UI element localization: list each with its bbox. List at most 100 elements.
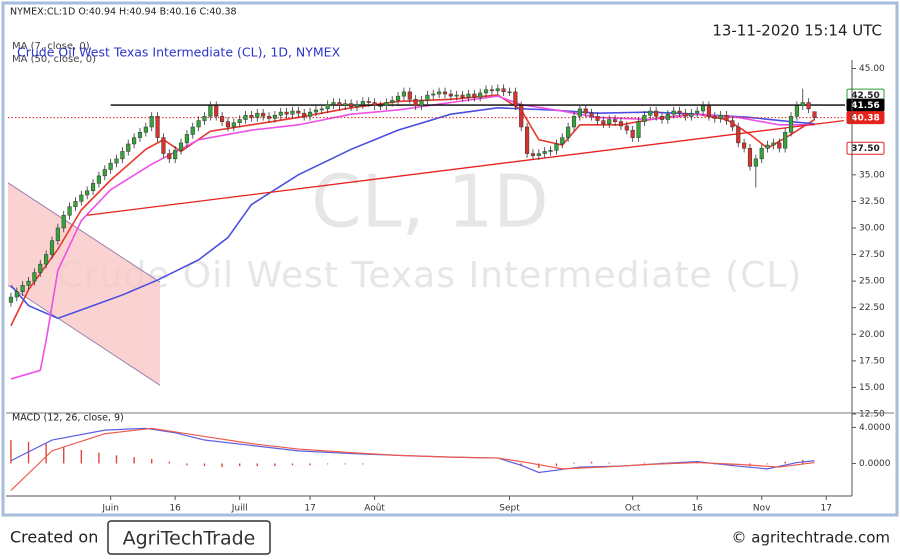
candle-body <box>49 240 55 255</box>
candle-body <box>747 147 753 167</box>
candle-body <box>390 100 395 103</box>
x-tick-label: Oct <box>625 504 641 514</box>
candle-body <box>343 103 348 106</box>
price-badge <box>846 111 885 125</box>
candle-body <box>220 116 225 122</box>
candle-body <box>143 126 148 133</box>
candle-body <box>724 115 729 121</box>
candle-body <box>601 120 606 125</box>
candle-body <box>777 142 782 149</box>
y-tick-label: 12.50 <box>859 410 885 420</box>
candle-body <box>536 153 541 156</box>
candle-body <box>366 101 371 103</box>
candle-body <box>495 88 500 92</box>
candle-body <box>519 105 524 128</box>
candle-body <box>137 132 143 138</box>
candle-body <box>736 126 741 144</box>
y-tick-label: 0.0000 <box>859 459 891 469</box>
x-tick-label: Juill <box>231 504 248 514</box>
y-tick-label: 4.0000 <box>859 423 891 433</box>
candle-body <box>173 150 178 160</box>
y-tick-label: 32.50 <box>859 197 885 207</box>
candle-body <box>319 108 324 111</box>
x-tick-label: 17 <box>821 504 832 514</box>
candle-body <box>583 108 588 114</box>
candle-body <box>313 109 319 113</box>
candle-body <box>712 116 717 119</box>
candle-body <box>114 158 119 164</box>
candle-body <box>73 201 78 207</box>
candle-body <box>759 147 764 160</box>
candle-body <box>571 116 577 128</box>
candle-body <box>108 162 113 170</box>
candle-body <box>237 119 242 123</box>
candle-body <box>542 151 547 154</box>
candle-body <box>419 100 424 106</box>
candle-body <box>401 91 406 97</box>
candle-body <box>149 116 154 128</box>
candle-body <box>554 143 559 151</box>
candle-body <box>325 104 330 110</box>
instrument-title: Crude Oil West Texas Intermediate (CL), … <box>17 45 341 60</box>
candle-body <box>308 111 313 117</box>
channel-edge <box>7 284 161 386</box>
candle-body <box>278 111 283 116</box>
plot-area: 45.0042.5040.0037.5035.0032.5030.0027.50… <box>7 64 891 514</box>
candle-body <box>261 112 266 117</box>
x-tick-label: Sept <box>499 504 520 514</box>
candle-body <box>689 112 694 117</box>
candle-body <box>507 91 512 93</box>
candle-body <box>249 115 254 118</box>
candle-body <box>167 153 172 160</box>
y-tick-label: 25.00 <box>859 277 885 287</box>
candle-body <box>589 112 594 117</box>
created-on: Created on <box>10 528 98 547</box>
candle-body <box>642 115 647 122</box>
candle-body <box>208 105 213 117</box>
candle-body <box>489 89 494 92</box>
candle-body <box>525 126 530 154</box>
candle-body <box>272 115 277 119</box>
candle-body <box>67 206 72 216</box>
candle-body <box>90 183 96 192</box>
candle-body <box>55 227 60 241</box>
candle-body <box>806 102 811 110</box>
candle-body <box>648 110 653 116</box>
price-badge-label: 37.50 <box>851 144 879 154</box>
candle-body <box>659 116 665 120</box>
watermark-name: Crude Oil West Texas Intermediate (CL) <box>58 255 803 296</box>
candle-body <box>196 120 201 128</box>
candle-body <box>407 91 412 100</box>
quote: NYMEX:CL:1D O:40.94 H:40.94 B:40.16 C:40… <box>10 7 237 18</box>
candle-body <box>671 110 676 115</box>
candle-body <box>378 105 383 107</box>
candle-body <box>290 110 295 115</box>
candle-body <box>255 112 260 118</box>
candle-body <box>654 110 659 117</box>
candle-body <box>384 102 389 106</box>
candle-body <box>302 112 307 117</box>
candle-body <box>530 153 536 156</box>
candle-body <box>765 144 770 149</box>
x-tick-label: 16 <box>691 504 703 514</box>
x-tick-label: 17 <box>304 504 315 514</box>
y-tick-label: 35.00 <box>859 170 885 180</box>
y-tick-label: 20.00 <box>859 330 885 340</box>
candle-body <box>665 113 670 120</box>
x-tick-label: 16 <box>169 504 181 514</box>
candle-body <box>337 102 342 106</box>
candle-body <box>460 94 465 98</box>
candle-body <box>44 254 49 265</box>
candle-body <box>61 214 66 229</box>
candle-body <box>38 263 43 273</box>
candle-body <box>794 105 799 117</box>
candle-body <box>695 110 700 114</box>
site: © agritechtrade.com <box>732 529 890 547</box>
candle-body <box>190 126 195 135</box>
candle-body <box>548 150 553 152</box>
y-tick-label: 17.50 <box>859 356 885 366</box>
candle-body <box>79 194 84 202</box>
candle-body <box>566 126 571 138</box>
candle-body <box>231 122 236 128</box>
candle-body <box>466 93 471 98</box>
